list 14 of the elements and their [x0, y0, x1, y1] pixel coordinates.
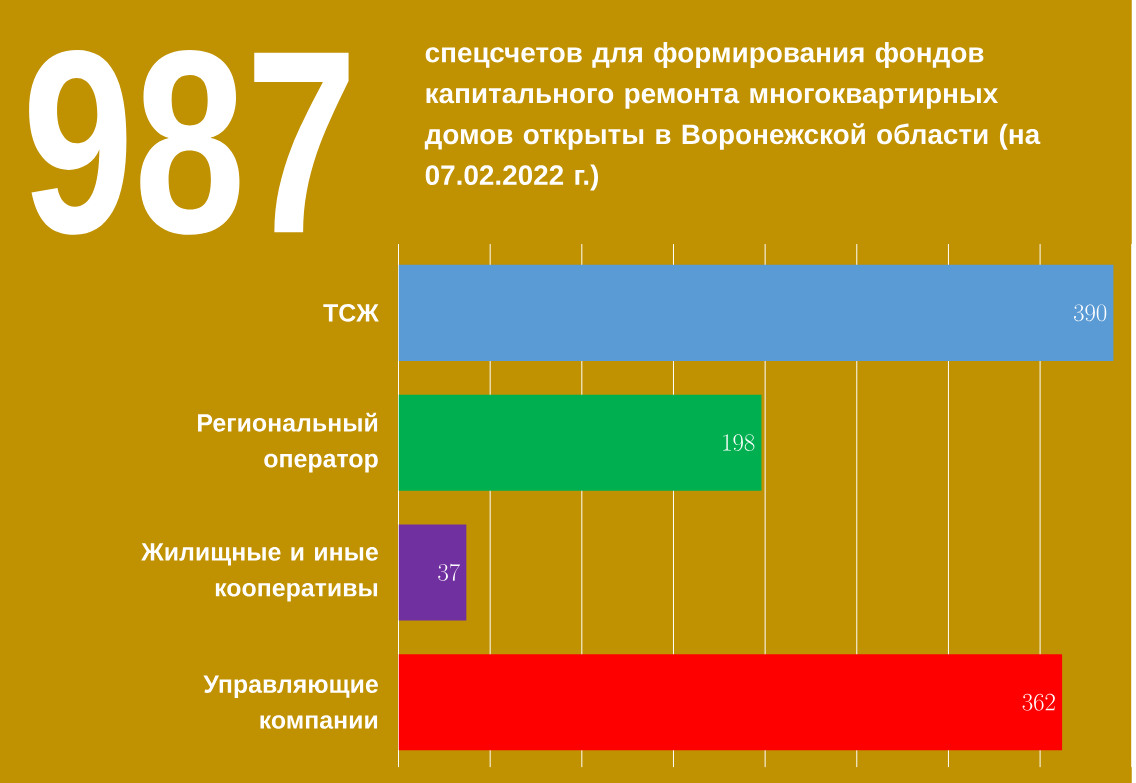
y-tick-label: Региональный оператор [198, 412, 378, 473]
data-label: 198 [723, 434, 755, 452]
bar [398, 654, 1063, 751]
bar [398, 264, 1114, 361]
chart-title: спецсчетов для формирования фондов капитального ремонта многоквартирных домов открыты в Воронежской области (на 07.02.2022 г.) [424, 42, 1041, 191]
data-label: 37 [438, 563, 460, 581]
data-label: 362 [1022, 693, 1055, 711]
y-tick-label: ТСЖ [323, 304, 379, 322]
y-tick-label: Управляющие компании [203, 675, 378, 729]
text: 987 [29, 49, 349, 235]
bar [398, 524, 467, 621]
y-tick-label: Жилищные и иные кооперативы [141, 543, 378, 602]
bar [398, 394, 762, 491]
data-label: 390 [1073, 304, 1107, 322]
